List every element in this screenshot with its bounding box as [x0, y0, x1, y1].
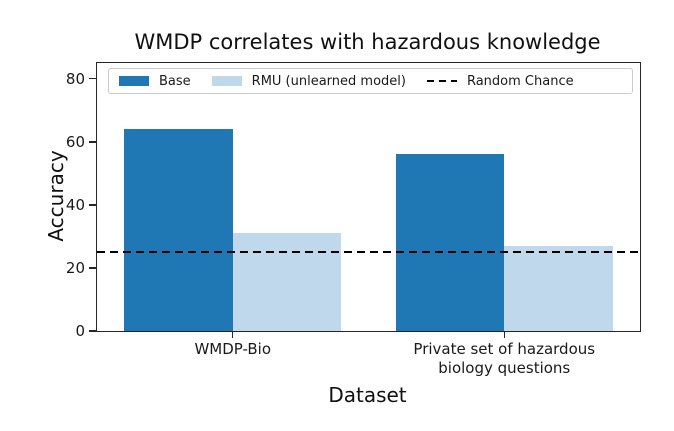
chart-title: WMDP correlates with hazardous knowledge [134, 30, 601, 54]
x-tick-mark [232, 331, 234, 338]
base-series-swatch [119, 76, 149, 86]
y-tick-mark [89, 141, 96, 143]
random-chance-line [97, 251, 640, 254]
rmu-series-swatch [211, 76, 242, 86]
y-tick-mark [89, 267, 96, 269]
legend: Base RMU (unlearned model) Random Chance [108, 68, 633, 94]
bar-rmu-unlearned-model-private-set-of-hazardous [504, 245, 613, 331]
dashed-line-swatch [426, 80, 457, 82]
legend-label-random-chance: Random Chance [466, 73, 574, 89]
bar-base-wmdp-bio [124, 129, 233, 331]
y-tick-label: 40 [65, 195, 85, 214]
bar-rmu-unlearned-model-wmdp-bio [232, 233, 342, 331]
x-tick-label-wmdp-bio: WMDP-Bio [194, 340, 272, 358]
y-tick-label: 60 [65, 132, 85, 151]
y-tick-mark [89, 78, 96, 80]
y-tick-label: 20 [65, 258, 85, 277]
y-tick-mark [89, 204, 96, 206]
legend-label-rmu: RMU (unlearned model) [251, 73, 406, 89]
legend-item-base: Base [119, 74, 191, 89]
y-tick-label: 80 [65, 69, 85, 88]
x-tick-label-private-set-of-hazardous: Private set of hazardous biology questio… [413, 340, 596, 377]
legend-item-rmu: RMU (unlearned model) [211, 73, 406, 89]
plot-area: Base RMU (unlearned model) Random Chance… [66, 62, 641, 377]
legend-label-base: Base [159, 73, 191, 89]
x-axis-label: Dataset [328, 383, 407, 407]
legend-item-random-chance: Random Chance [426, 73, 574, 89]
bar-base-private-set-of-hazardous [395, 154, 505, 331]
y-tick-mark [89, 330, 96, 332]
x-tick-mark [503, 331, 505, 338]
y-tick-label: 0 [75, 322, 85, 340]
